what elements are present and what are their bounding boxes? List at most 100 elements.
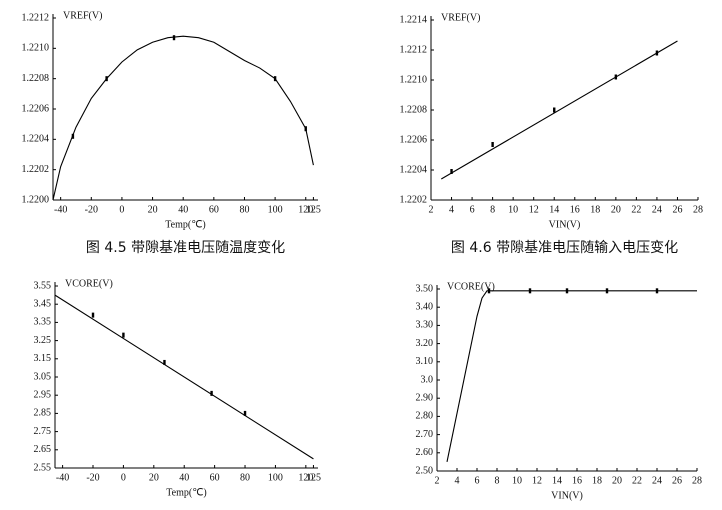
y-tick-label: 3.45 [34,298,52,309]
y-tick-label: 1.2210 [22,43,50,54]
x-tick-label: 40 [179,472,189,483]
y-tick-label: 3.0 [421,374,434,385]
x-tick-label: -40 [56,472,69,483]
x-axis-label: Temp(℃) [166,487,207,498]
x-tick-label: 12 [532,475,542,486]
y-axis-label: VCORE(V) [65,278,113,289]
x-tick-label: 28 [692,475,702,486]
y-tick-label: 3.25 [34,335,52,346]
data-point [105,76,108,82]
y-tick-label: 1.2202 [400,194,428,205]
data-point [273,76,277,82]
y-axis-label: VREF(V) [441,12,480,23]
x-tick-label: 120 [298,472,313,483]
x-tick-label: 10 [512,475,522,486]
y-tick-label: 2.95 [34,389,52,400]
x-tick-label: 80 [240,472,250,483]
data-point [614,74,618,80]
x-tick-label: 14 [549,204,559,215]
y-tick-label: 2.65 [34,444,52,455]
data-point [605,288,609,294]
y-tick-label: 1.2206 [22,103,50,114]
x-tick-label: 20 [612,475,622,486]
x-tick-label: -20 [85,204,98,215]
x-tick-label: 8 [495,475,500,486]
y-tick-label: 2.85 [34,408,52,419]
data-point [304,126,307,132]
x-tick-label: 24 [652,204,662,215]
x-tick-label: 20 [611,204,621,215]
x-tick-label: 120 [298,204,313,215]
y-tick-label: 3.50 [416,283,434,294]
y-tick-label: 1.2208 [22,73,50,84]
y-tick-label: 2.90 [416,392,434,403]
data-point [243,410,247,416]
x-tick-label: -40 [54,204,67,215]
y-tick-label: 1.2204 [22,134,50,145]
data-point [655,288,659,294]
data-point [71,133,75,139]
x-tick-label: 100 [268,204,283,215]
curve [446,290,697,463]
y-tick-label: 1.2204 [400,164,428,175]
y-tick-label: 1.2212 [22,12,50,23]
caption: 图 4.5 带隙基准电压随温度变化 [86,239,285,256]
x-tick-label: 0 [119,204,124,215]
curve [52,35,314,201]
x-tick-label: 16 [572,475,582,486]
x-tick-label: 6 [470,204,475,215]
x-tick-label: 10 [508,204,518,215]
x-tick-label: 8 [490,204,495,215]
x-tick-label: 12 [529,204,539,215]
x-tick-label: 20 [149,472,159,483]
x-tick-label: 26 [672,204,682,215]
data-point [565,288,569,294]
data-point [91,312,95,318]
y-axis-label: VCORE(V) [447,281,495,292]
x-tick-label: 0 [121,472,126,483]
x-tick-label: 26 [672,475,682,486]
data-point [655,50,659,56]
y-tick-label: 1.2202 [22,164,50,175]
x-tick-label: 4 [449,204,454,215]
x-tick-label: -20 [86,472,99,483]
y-tick-label: 1.2208 [400,104,428,115]
x-tick-label: 16 [570,204,580,215]
data-point [553,107,556,113]
y-tick-label: 3.55 [34,280,52,291]
y-tick-label: 2.60 [416,447,434,458]
x-axis-label: VIN(V) [551,490,583,501]
x-tick-label: 80 [239,204,249,215]
y-tick-label: 1.2210 [400,74,428,85]
x-tick-label: 18 [592,475,602,486]
x-tick-label: 14 [552,475,562,486]
x-axis-label: VIN(V) [549,219,581,230]
data-point [487,288,491,294]
y-tick-label: 2.55 [34,462,52,473]
y-tick-label: 1.2200 [22,194,50,205]
y-tick-label: 2.80 [416,411,434,422]
y-tick-label: 3.10 [416,356,434,367]
data-point [163,359,166,365]
x-tick-label: 28 [693,204,703,215]
x-tick-label: 24 [652,475,662,486]
data-point [210,390,213,396]
y-tick-label: 2.75 [34,426,52,437]
x-tick-label: 18 [590,204,600,215]
data-point [491,142,494,147]
x-tick-label: 100 [268,472,283,483]
y-tick-label: 3.20 [416,338,434,349]
y-tick-label: 3.05 [34,371,52,382]
x-tick-label: 20 [148,204,158,215]
y-tick-label: 3.40 [416,301,434,312]
x-tick-label: 60 [209,204,219,215]
x-tick-label: 125 [306,204,321,215]
x-axis-label: Temp(℃) [165,219,206,230]
curve [54,294,314,460]
y-tick-label: 2.70 [416,429,434,440]
data-point [450,169,453,174]
y-tick-label: 1.2206 [400,134,428,145]
curve [440,40,678,180]
y-tick-label: 1.2214 [400,14,428,25]
